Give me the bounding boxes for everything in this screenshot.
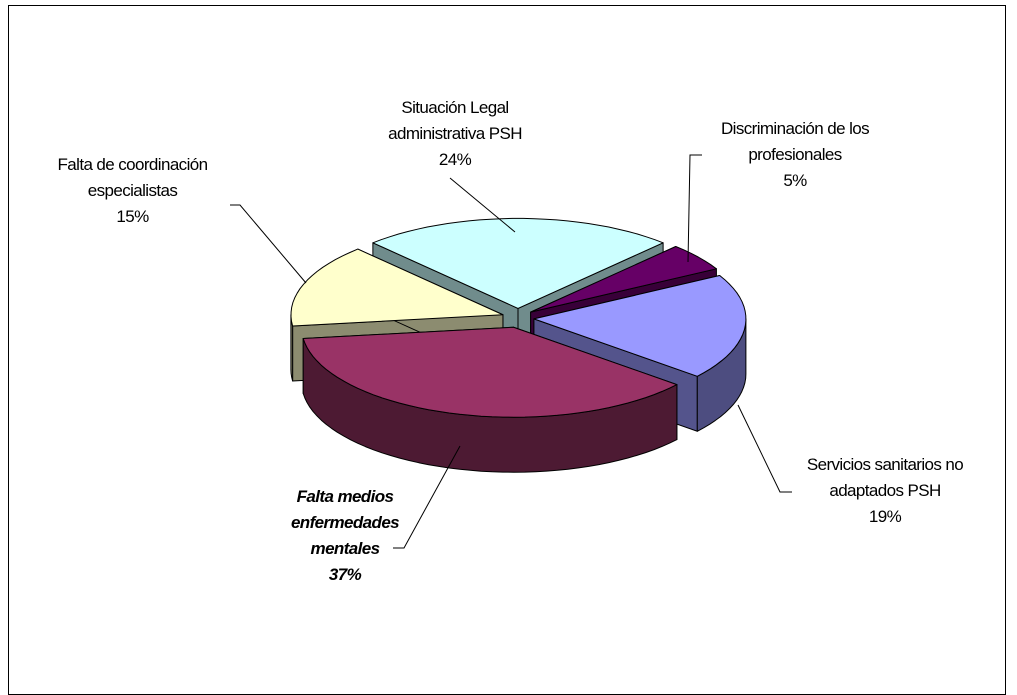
- slice-label: Falta de coordinación especialistas 15%: [25, 152, 240, 230]
- value-label: 5%: [783, 171, 807, 190]
- category-label: Situación Legal administrativa PSH: [388, 98, 522, 143]
- leader-line: [393, 445, 461, 549]
- category-label: Discriminación de los profesionales: [720, 119, 870, 164]
- value-label: 15%: [116, 207, 149, 226]
- category-label: Servicios sanitarios no adaptados PSH: [806, 455, 964, 500]
- page: {"chart_data": {"type": "pie3d", "catego…: [8, 5, 1006, 695]
- value-label: 37%: [328, 565, 362, 584]
- slice-face: [533, 275, 747, 377]
- chart: [230, 154, 792, 549]
- slice-label: Discriminación de los profesionales 5%: [690, 116, 900, 194]
- slice-face: [530, 246, 717, 313]
- slice-label: Falta medios enfermedades mentales 37%: [270, 484, 420, 588]
- category-label: Falta de coordinación especialistas: [57, 155, 209, 200]
- value-label: 19%: [868, 507, 902, 526]
- leader-line: [687, 154, 702, 263]
- leader-line: [230, 204, 307, 284]
- leader-line: [737, 404, 792, 493]
- value-label: 24%: [438, 150, 472, 169]
- slice-face: [290, 248, 504, 327]
- slice-face: [372, 217, 664, 309]
- leader-line: [449, 177, 516, 233]
- slice-label: Situación Legal administrativa PSH 24%: [360, 95, 550, 173]
- pie: [290, 217, 747, 473]
- slice-label: Servicios sanitarios no adaptados PSH 19…: [790, 452, 980, 530]
- pie-slice: [302, 326, 678, 473]
- slice-face: [302, 326, 678, 418]
- category-label: Falta medios enfermedades mentales: [290, 487, 400, 558]
